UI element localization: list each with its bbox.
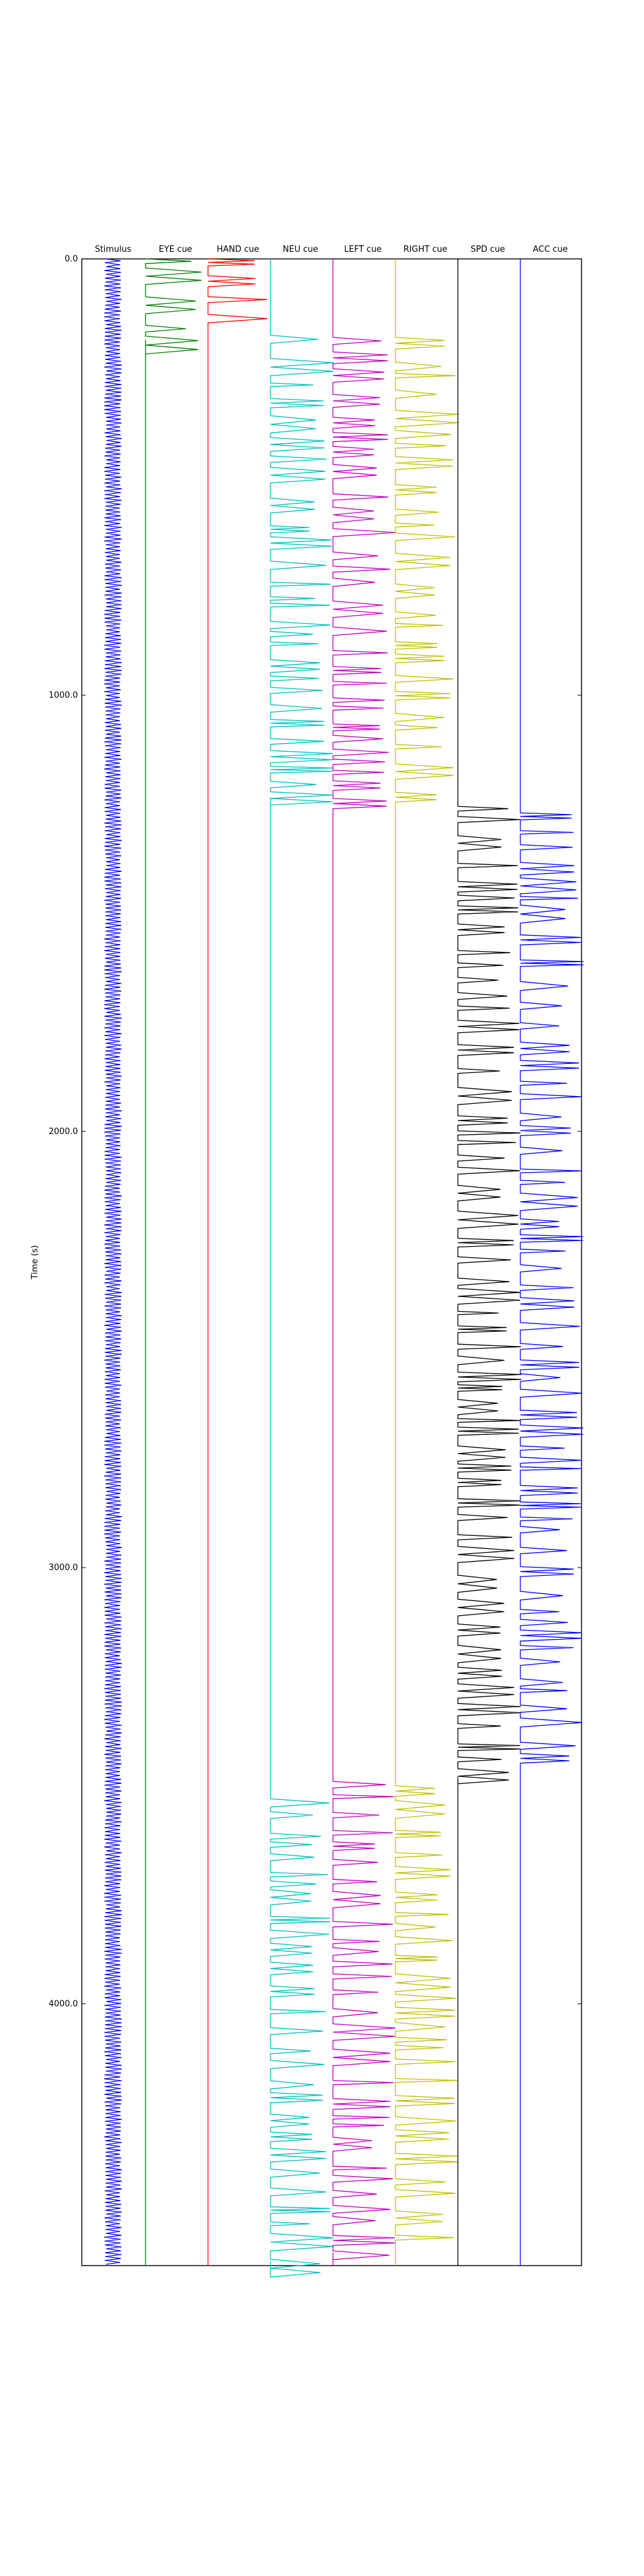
series-label-acc-cue: ACC cue xyxy=(533,245,567,254)
y-axis-label: Time (s) xyxy=(30,1245,40,1280)
series-trace-neu-cue xyxy=(270,259,334,2278)
y-tick-label: 4000.0 xyxy=(49,2000,79,2009)
y-axis-ticks: 0.0 1000.0 2000.0 3000.0 4000.0 xyxy=(49,254,582,2009)
plot-frame xyxy=(81,258,582,2266)
series-label-hand-cue: HAND cue xyxy=(217,245,260,254)
series-label-stimulus: Stimulus xyxy=(95,245,131,254)
series-label-neu-cue: NEU cue xyxy=(283,245,318,254)
y-tick-label: 3000.0 xyxy=(49,1563,79,1573)
series-trace-left-cue xyxy=(332,259,396,2266)
series-trace-eye-cue xyxy=(145,258,202,2266)
y-tick-label: 2000.0 xyxy=(49,1127,79,1137)
series-trace-right-cue xyxy=(395,259,459,2266)
series-label-spd-cue: SPD cue xyxy=(471,245,506,254)
column-labels: Stimulus EYE cue HAND cue NEU cue LEFT cue RI… xyxy=(95,245,567,254)
series-trace-stimulus xyxy=(104,258,122,2265)
series-label-left-cue: LEFT cue xyxy=(344,245,381,254)
series-trace-hand-cue xyxy=(207,258,268,2266)
series-trace-acc-cue xyxy=(520,259,584,2266)
y-tick-label: 1000.0 xyxy=(49,690,79,700)
series-traces xyxy=(104,258,584,2278)
series-trace-spd-cue xyxy=(457,259,522,2266)
series-label-eye-cue: EYE cue xyxy=(159,245,193,254)
y-tick-label: 0.0 xyxy=(64,254,78,264)
series-label-right-cue: RIGHT cue xyxy=(403,245,447,254)
